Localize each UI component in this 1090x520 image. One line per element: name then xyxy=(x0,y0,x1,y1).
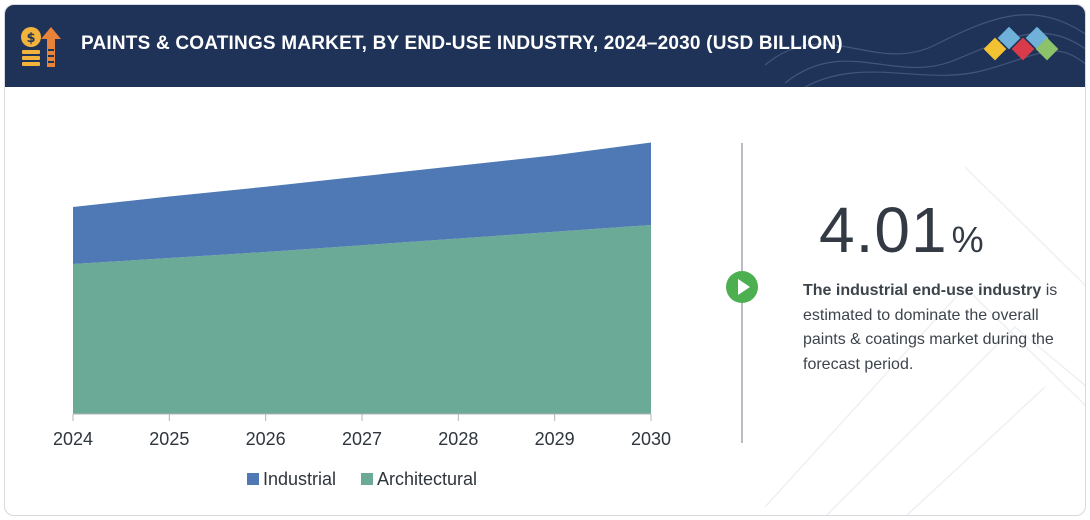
header-wave-decoration xyxy=(764,14,1085,87)
x-tick-label: 2025 xyxy=(149,429,189,449)
highlight-description: The industrial end-use industry is estim… xyxy=(803,279,1073,377)
chart-legend: Industrial Architectural xyxy=(247,469,477,489)
page-title: PAINTS & COATINGS MARKET, BY END-USE IND… xyxy=(81,33,843,54)
x-axis: 2024 2025 2026 2027 2028 2029 2030 xyxy=(53,413,671,449)
x-tick-label: 2030 xyxy=(631,429,671,449)
description-bold-text: The industrial end-use industry xyxy=(803,282,1042,299)
x-tick-label: 2026 xyxy=(246,429,286,449)
legend-swatch xyxy=(361,473,373,485)
background-decoration xyxy=(764,166,1085,515)
header-banner: $ PAINTS & COATINGS MARKET, BY END-USE I… xyxy=(5,5,1085,87)
brand-diamonds-icon xyxy=(983,27,1059,61)
description-text: is estimated to dominate the overall pai… xyxy=(803,282,1058,373)
area-chart: 2024 2025 2026 2027 2028 2029 2030 Industrial A… xyxy=(53,142,671,489)
x-tick-label: 2024 xyxy=(53,429,93,449)
legend-label: Industrial xyxy=(263,469,336,489)
infographic-card: $ PAINTS & COATINGS MARKET, BY END-USE I… xyxy=(4,4,1086,516)
x-tick-label: 2029 xyxy=(535,429,575,449)
legend-label: Architectural xyxy=(377,469,477,489)
cagr-unit: % xyxy=(951,219,984,260)
x-tick-label: 2028 xyxy=(438,429,478,449)
legend-item-architectural: Architectural xyxy=(361,469,477,489)
play-circle-icon xyxy=(726,271,758,303)
legend-item-industrial: Industrial xyxy=(247,469,336,489)
area-industrial xyxy=(73,142,651,264)
cagr-highlight: 4.01% xyxy=(819,193,984,273)
area-architectural xyxy=(73,225,651,414)
cagr-value: 4.01 xyxy=(819,194,948,266)
area-series-group xyxy=(73,142,651,414)
legend-swatch xyxy=(247,473,259,485)
finance-growth-icon: $ xyxy=(21,27,61,67)
x-tick-label: 2027 xyxy=(342,429,382,449)
svg-text:$: $ xyxy=(26,31,35,46)
